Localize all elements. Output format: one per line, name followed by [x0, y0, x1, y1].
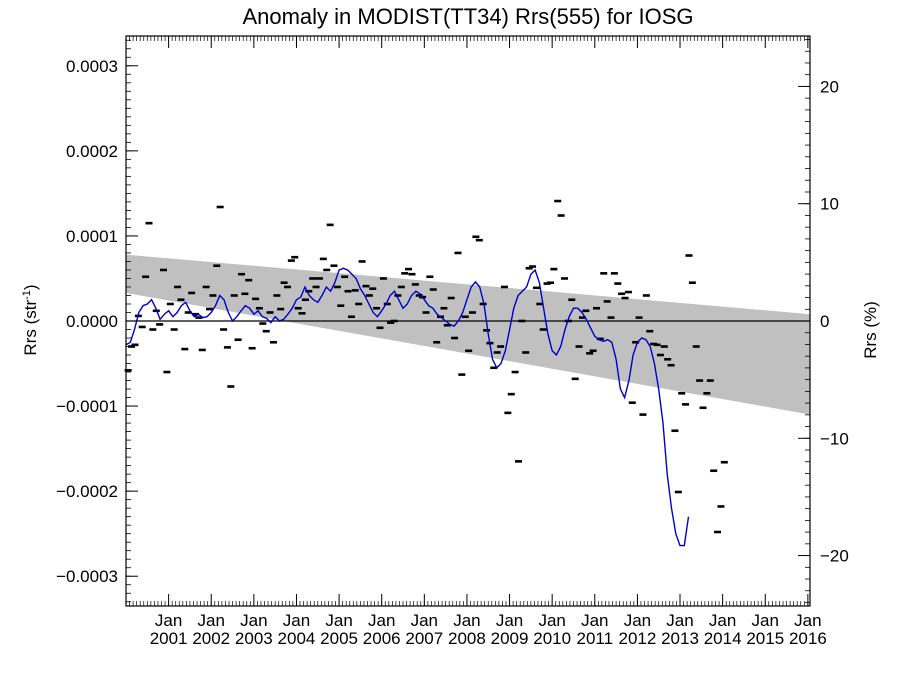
- y2-tick-label: −10: [820, 429, 849, 448]
- y-axis-left-label-close: ): [21, 284, 40, 290]
- x-tick-label-year: 2005: [320, 629, 358, 648]
- x-tick-label-month: Jan: [240, 611, 267, 630]
- y-tick-label: 0.0000: [66, 312, 118, 331]
- x-tick-label-year: 2007: [405, 629, 443, 648]
- y-tick-label: −0.0003: [56, 567, 118, 586]
- smoothed-line: [125, 267, 690, 547]
- y-tick-label: −0.0002: [56, 482, 118, 501]
- y2-tick-label: 10: [820, 195, 839, 214]
- x-tick-label-month: Jan: [155, 611, 182, 630]
- x-tick-label-month: Jan: [453, 611, 480, 630]
- y-axis-left-label-sup: -1: [21, 290, 33, 300]
- x-tick-label-month: Jan: [283, 611, 310, 630]
- y-axis-right-label: Rrs (%): [861, 301, 880, 359]
- x-tick-label-month: Jan: [752, 611, 779, 630]
- x-tick-label-year: 2014: [704, 629, 742, 648]
- x-tick-label-month: Jan: [496, 611, 523, 630]
- x-tick-label-month: Jan: [709, 611, 736, 630]
- x-tick-label-year: 2004: [278, 629, 316, 648]
- x-tick-label-year: 2009: [491, 629, 529, 648]
- y-tick-label: 0.0003: [66, 57, 118, 76]
- chart-title: Anomaly in MODIST(TT34) Rrs(555) for IOS…: [242, 4, 693, 29]
- x-tick-label-year: 2012: [618, 629, 656, 648]
- y2-tick-label: 0: [820, 312, 829, 331]
- x-tick-label-month: Jan: [198, 611, 225, 630]
- y-tick-label: −0.0001: [56, 397, 118, 416]
- x-tick-label-month: Jan: [581, 611, 608, 630]
- x-tick-label-year: 2010: [533, 629, 571, 648]
- x-tick-label-year: 2006: [363, 629, 401, 648]
- trend-band: [126, 254, 810, 415]
- y-axis-left-label: Rrs (str-1): [21, 284, 40, 355]
- x-tick-label-year: 2015: [746, 629, 784, 648]
- x-tick-label-month: Jan: [538, 611, 565, 630]
- x-tick-label-month: Jan: [794, 611, 821, 630]
- x-tick-label-year: 2013: [661, 629, 699, 648]
- y-tick-label: 0.0002: [66, 142, 118, 161]
- x-tick-label-year: 2001: [150, 629, 188, 648]
- y2-tick-label: 20: [820, 77, 839, 96]
- x-tick-label-year: 2008: [448, 629, 486, 648]
- y-axis-left-label-main: Rrs (str: [21, 300, 40, 356]
- x-tick-label-year: 2011: [577, 629, 614, 648]
- x-tick-label-month: Jan: [411, 611, 438, 630]
- y2-tick-label: −20: [820, 547, 849, 566]
- x-tick-label-year: 2002: [192, 629, 230, 648]
- x-tick-label-month: Jan: [624, 611, 651, 630]
- x-tick-label-month: Jan: [368, 611, 395, 630]
- x-tick-label-year: 2016: [789, 629, 827, 648]
- y-tick-label: 0.0001: [66, 227, 118, 246]
- x-tick-label-month: Jan: [325, 611, 352, 630]
- x-tick-label-year: 2003: [235, 629, 273, 648]
- plot-area: 0.0003 0.0002 0.0001 0.0000 −0.0001 −0.0002 −0…: [56, 35, 849, 648]
- x-tick-label-month: Jan: [666, 611, 693, 630]
